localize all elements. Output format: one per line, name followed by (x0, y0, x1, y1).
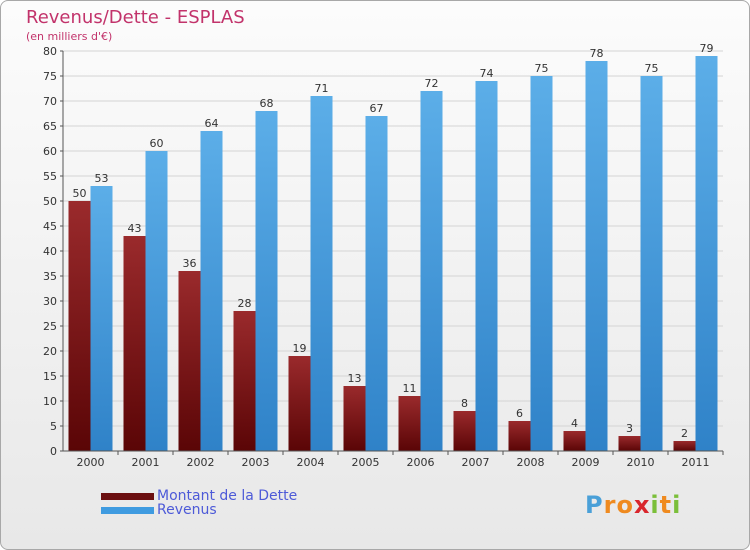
data-label-revenus: 75 (645, 62, 659, 75)
bar-revenus (530, 76, 553, 451)
data-label-revenus: 67 (370, 102, 384, 115)
data-label-debt: 28 (238, 297, 252, 310)
logo-letter: o (616, 491, 634, 519)
legend-label-revenus: Revenus (157, 502, 217, 518)
bar-debt (288, 356, 311, 451)
y-tick-label: 50 (43, 195, 57, 208)
bar-debt (508, 421, 531, 451)
legend-swatch-debt (101, 492, 154, 500)
bar-debt (398, 396, 421, 451)
x-tick-label: 2004 (297, 456, 325, 469)
bars: 50 53 43 60 36 64 28 68 19 71 13 67 11 72 8 74 6 75 4 78 3 75… (68, 42, 718, 451)
logo-letter: P (585, 491, 604, 519)
y-tick-label: 55 (43, 170, 57, 183)
proxiti-logo: Proxiti (585, 491, 681, 519)
data-label-revenus: 78 (590, 47, 604, 60)
data-label-revenus: 60 (150, 137, 164, 150)
x-tick-label: 2011 (682, 456, 710, 469)
y-tick-label: 15 (43, 370, 57, 383)
bar-debt (233, 311, 256, 451)
bar-revenus (475, 81, 498, 451)
chart-subtitle: (en milliers d'€) (26, 30, 113, 43)
bar-revenus (420, 91, 443, 451)
bar-debt (123, 236, 146, 451)
chart-title: Revenus/Dette - ESPLAS (26, 7, 245, 28)
data-label-debt: 13 (348, 372, 362, 385)
data-label-debt: 19 (293, 342, 307, 355)
data-label-debt: 2 (681, 427, 688, 440)
y-tick-label: 25 (43, 320, 57, 333)
bar-revenus (585, 61, 608, 451)
logo-letter: i (672, 491, 682, 519)
data-label-debt: 6 (516, 407, 523, 420)
x-tick-label: 2001 (132, 456, 160, 469)
axes: 0 5 10 15 20 25 30 35 40 45 50 55 60 65 70 75 80 2000 2001… (43, 45, 724, 469)
y-tick-label: 35 (43, 270, 57, 283)
y-tick-label: 40 (43, 245, 57, 258)
y-tick-label: 60 (43, 145, 57, 158)
y-tick-label: 45 (43, 220, 57, 233)
logo-letter: x (633, 491, 651, 519)
bar-debt (673, 441, 696, 451)
data-label-revenus: 53 (95, 172, 109, 185)
logo-letter: t (659, 491, 673, 519)
data-label-revenus: 68 (260, 97, 274, 110)
x-tick-label: 2003 (242, 456, 270, 469)
logo-letter: r (603, 491, 617, 519)
bar-revenus (365, 116, 388, 451)
y-tick-label: 70 (43, 95, 57, 108)
data-label-debt: 50 (73, 187, 87, 200)
y-tick-label: 10 (43, 395, 57, 408)
bar-debt (343, 386, 366, 451)
bar-debt (453, 411, 476, 451)
data-label-debt: 11 (403, 382, 417, 395)
bar-revenus (640, 76, 663, 451)
data-label-revenus: 74 (480, 67, 494, 80)
bar-revenus (695, 56, 718, 451)
bar-debt (618, 436, 641, 451)
bar-revenus (310, 96, 333, 451)
data-label-debt: 4 (571, 417, 578, 430)
y-tick-label: 0 (50, 445, 57, 458)
legend-swatch-revenus (101, 506, 154, 514)
data-label-debt: 43 (128, 222, 142, 235)
bar-revenus (90, 186, 113, 451)
x-tick-label: 2000 (77, 456, 105, 469)
data-label-debt: 3 (626, 422, 633, 435)
data-label-revenus: 71 (315, 82, 329, 95)
x-tick-label: 2008 (517, 456, 545, 469)
data-label-revenus: 72 (425, 77, 439, 90)
logo-letter: i (650, 491, 660, 519)
y-tick-label: 65 (43, 120, 57, 133)
y-tick-label: 80 (43, 45, 57, 58)
bar-debt (178, 271, 201, 451)
x-tick-label: 2002 (187, 456, 215, 469)
x-tick-label: 2006 (407, 456, 435, 469)
legend-label-debt: Montant de la Dette (157, 488, 298, 504)
legend-item-revenus: Revenus (101, 502, 217, 518)
data-label-revenus: 75 (535, 62, 549, 75)
data-label-debt: 8 (461, 397, 468, 410)
y-tick-label: 75 (43, 70, 57, 83)
legend-item-debt: Montant de la Dette (101, 488, 297, 504)
y-tick-label: 30 (43, 295, 57, 308)
data-label-revenus: 64 (205, 117, 219, 130)
grid-lines (63, 50, 723, 452)
x-tick-label: 2009 (572, 456, 600, 469)
y-tick-label: 5 (50, 420, 57, 433)
y-tick-label: 20 (43, 345, 57, 358)
bar-revenus (200, 131, 223, 451)
x-tick-label: 2005 (352, 456, 380, 469)
bar-debt (68, 201, 91, 451)
data-label-revenus: 79 (700, 42, 714, 55)
bar-revenus (145, 151, 168, 451)
x-tick-label: 2010 (627, 456, 655, 469)
x-tick-label: 2007 (462, 456, 490, 469)
bar-debt (563, 431, 586, 451)
data-label-debt: 36 (183, 257, 197, 270)
bar-revenus (255, 111, 278, 451)
